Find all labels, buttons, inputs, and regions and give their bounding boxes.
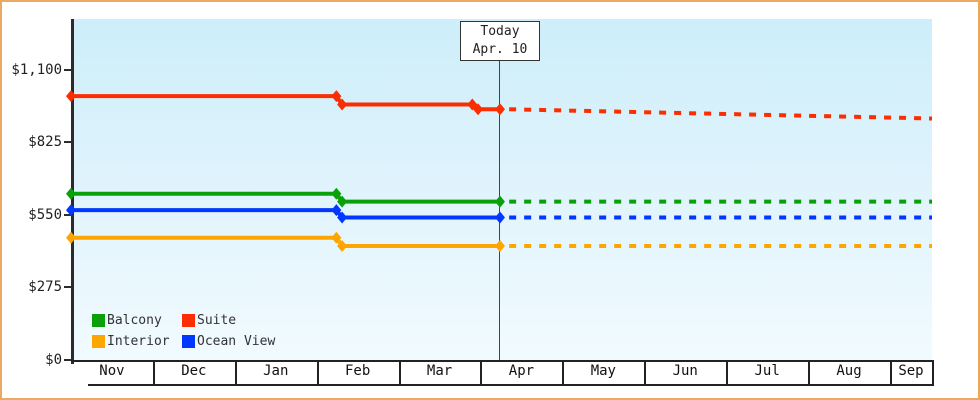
month-cell: Feb — [344, 363, 371, 379]
y-tick-label: $275 — [28, 279, 62, 296]
legend-item: Balcony — [92, 313, 182, 328]
legend-label: Suite — [197, 313, 237, 328]
today-vertical-line — [499, 50, 501, 360]
legend-swatch — [182, 335, 195, 348]
month-divider — [644, 360, 647, 386]
band-bottom-border — [88, 384, 932, 386]
legend-swatch — [92, 314, 105, 327]
month-cell: Dec — [181, 363, 207, 379]
y-tick-mark — [64, 286, 71, 289]
band-top-border — [71, 360, 932, 362]
month-cell: Aug — [836, 363, 862, 379]
legend-swatch — [92, 335, 105, 348]
month-divider — [316, 360, 319, 386]
plot-area — [74, 19, 932, 360]
month-cell: Nov — [99, 363, 125, 379]
legend-item: Ocean View — [182, 334, 275, 349]
month-cell: Jan — [263, 363, 289, 379]
legend-item: Suite — [182, 313, 275, 328]
y-axis-line — [71, 19, 74, 364]
legend-label: Balcony — [107, 313, 162, 328]
y-tick-mark — [64, 213, 71, 216]
month-divider — [562, 360, 565, 386]
month-cell: Mar — [426, 363, 453, 379]
legend-label: Ocean View — [197, 334, 276, 349]
month-cell: Apr — [508, 363, 535, 379]
y-tick-label: $0 — [45, 352, 62, 368]
month-divider — [480, 360, 483, 386]
legend-swatch — [182, 314, 195, 327]
y-tick-mark — [64, 359, 71, 361]
month-divider — [889, 360, 892, 386]
month-divider — [932, 360, 934, 386]
y-tick-label: $550 — [28, 206, 62, 223]
month-cell: Jun — [672, 363, 698, 379]
y-tick-mark — [64, 141, 71, 144]
legend: Balcony Suite Interior Ocean View — [92, 313, 275, 349]
y-tick-label: $825 — [28, 134, 62, 151]
today-label: Today — [480, 24, 520, 39]
month-divider — [152, 360, 155, 386]
month-cell: May — [590, 363, 616, 379]
month-divider — [808, 360, 811, 386]
today-date-label: Apr. 10 — [472, 42, 528, 57]
month-cell: Sep — [898, 363, 924, 379]
y-tick-label: $1,100 — [11, 61, 62, 78]
today-annotation-box: Today Apr. 10 — [459, 21, 540, 61]
month-divider — [398, 360, 401, 386]
month-divider — [234, 360, 237, 386]
legend-label: Interior — [107, 334, 170, 349]
y-tick-mark — [64, 68, 71, 71]
month-cell: Jul — [754, 363, 780, 379]
month-divider — [726, 360, 729, 386]
legend-item: Interior — [92, 334, 182, 349]
